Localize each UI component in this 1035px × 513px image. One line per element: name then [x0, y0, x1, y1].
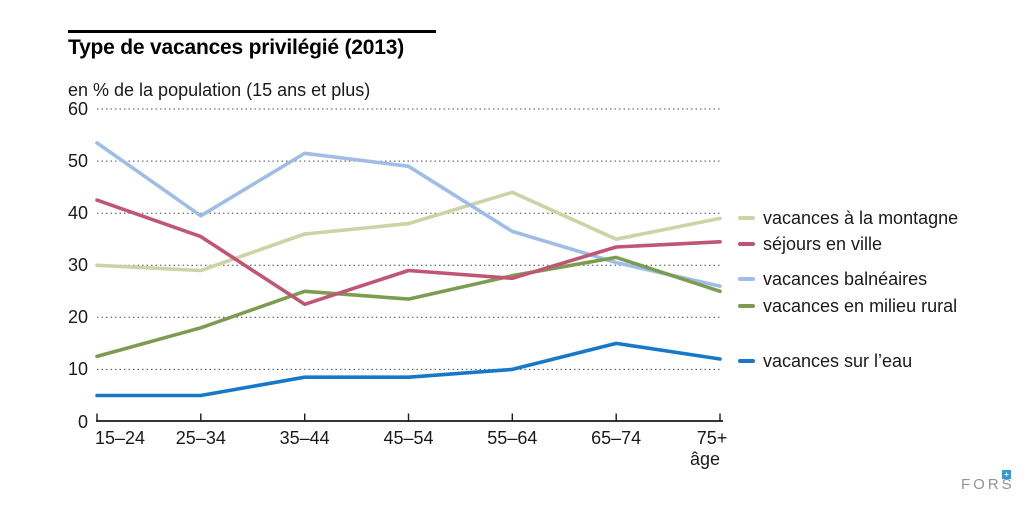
legend-label: vacances en milieu rural — [763, 295, 958, 316]
series-line-3 — [95, 255, 722, 359]
x-tick-label-2: 35–44 — [279, 428, 330, 448]
x-tick-label-3: 45–54 — [383, 428, 434, 448]
x-tick-label-0: 15–24 — [94, 428, 146, 448]
x-tick-label-5: 65–74 — [591, 428, 642, 448]
legend-marker-icon — [738, 304, 755, 308]
chart-subtitle: en % de la population (15 ans et plus) — [68, 80, 371, 100]
fors-logo-mark-glyph: + — [1004, 470, 1009, 479]
legend-item-1: séjours en ville — [738, 232, 882, 256]
y-tick-label-30: 30 — [67, 255, 88, 276]
y-tick-label-60: 60 — [67, 99, 88, 119]
legend-item-4: vacances sur l’eau — [738, 349, 912, 373]
y-tick-label-40: 40 — [67, 203, 88, 224]
fors-logo: FORS + — [961, 470, 1015, 494]
y-tick-label-20: 20 — [67, 307, 88, 328]
legend-item-2: vacances balnéaires — [738, 267, 927, 291]
x-tick-label-6: 75+ — [696, 428, 728, 448]
legend-marker-icon — [738, 277, 755, 281]
legend-item-0: vacances à la montagne — [738, 206, 958, 230]
legend-label: vacances sur l’eau — [763, 350, 913, 371]
legend-label: vacances balnéaires — [763, 268, 928, 289]
legend-item-3: vacances en milieu rural — [738, 294, 957, 318]
series-line-4 — [95, 341, 722, 398]
y-tick-label-50: 50 — [67, 151, 88, 172]
series-line-1 — [95, 198, 722, 307]
fors-logo-text: FORS — [961, 476, 1015, 493]
x-axis-title: âge — [689, 449, 720, 469]
legend-marker-icon — [738, 216, 755, 220]
title-rule — [68, 30, 436, 33]
chart-title: Type de vacances privilégié (2013) — [68, 36, 404, 59]
series-line-0 — [95, 190, 722, 273]
y-tick-label-0: 0 — [77, 411, 88, 432]
legend-marker-icon — [738, 242, 755, 246]
series-line-2 — [95, 141, 722, 288]
legend-label: séjours en ville — [763, 233, 883, 254]
legend-label: vacances à la montagne — [763, 207, 959, 228]
y-tick-label-10: 10 — [67, 359, 88, 380]
x-tick-label-4: 55–64 — [487, 428, 538, 448]
fors-logo-mark-icon: + — [1002, 470, 1011, 479]
x-tick-label-1: 25–34 — [175, 428, 226, 448]
legend-marker-icon — [738, 359, 755, 363]
